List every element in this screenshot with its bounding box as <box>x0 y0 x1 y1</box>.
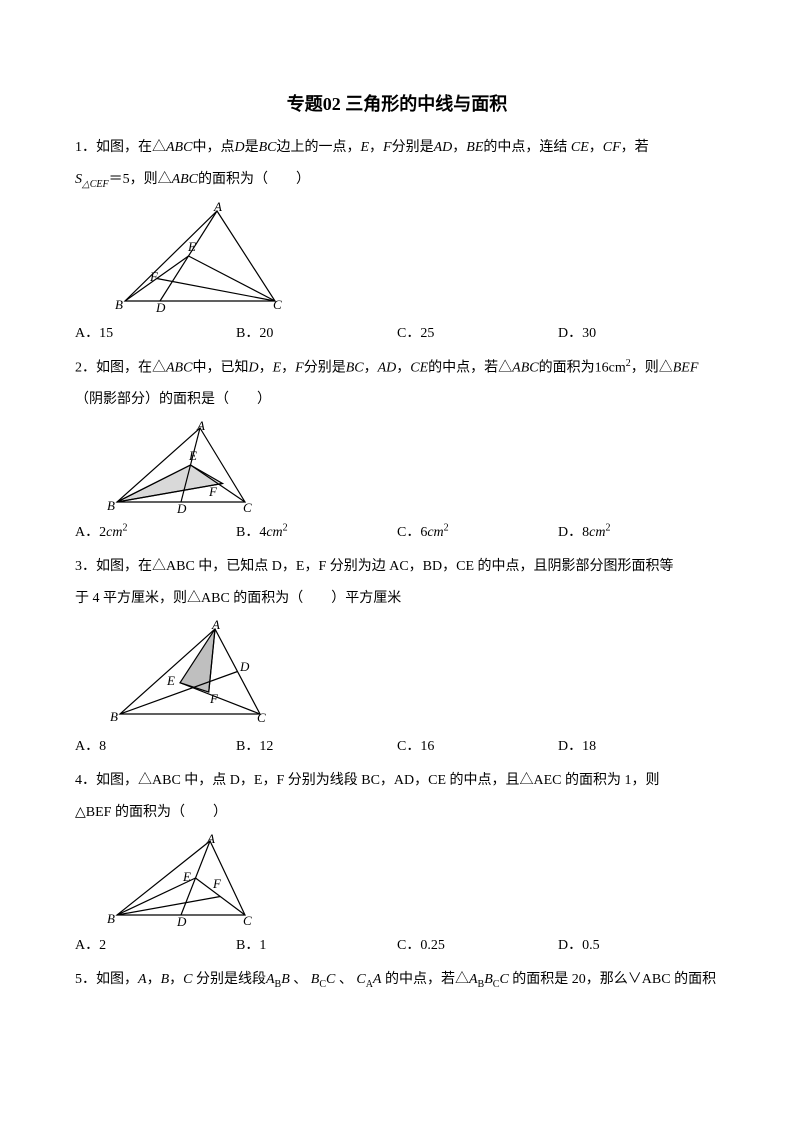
q5-text: 5．如图，A，B，C 分别是线段ABB 、 BCC 、 CAA 的中点，若△AB… <box>75 966 719 995</box>
q1-optC: C．25 <box>397 322 558 342</box>
q3-text2: 于 4 平方厘米，则△ABC 的面积为（ ）平方厘米 <box>75 585 719 613</box>
q4-figure: A B D C E F <box>105 833 719 928</box>
q2-optA: A．2cm2 <box>75 521 236 541</box>
q4-optB: B．1 <box>236 934 397 954</box>
svg-text:E: E <box>182 869 191 884</box>
svg-text:C: C <box>243 500 252 515</box>
svg-text:B: B <box>110 709 118 724</box>
q1-text: 1．如图，在△ABC中，点D是BC边上的一点，E，F分别是AD，BE的中点，连结… <box>75 134 719 162</box>
svg-text:A: A <box>213 201 222 214</box>
svg-text:D: D <box>176 501 187 515</box>
svg-text:D: D <box>176 914 187 928</box>
q2-text2: （阴影部分）的面积是（ ） <box>75 386 719 414</box>
q3-options: A．8 B．12 C．16 D．18 <box>75 735 719 755</box>
q4-options: A．2 B．1 C．0.25 D．0.5 <box>75 934 719 954</box>
svg-text:A: A <box>206 833 215 846</box>
q1-figure: A B D C E F <box>105 201 719 316</box>
svg-text:F: F <box>208 484 218 499</box>
svg-text:F: F <box>209 691 219 706</box>
q4-optA: A．2 <box>75 934 236 954</box>
q2-text: 2．如图，在△ABC中，已知D，E，F分别是BC，AD，CE的中点，若△ABC的… <box>75 354 719 383</box>
q1-options: A．15 B．20 C．25 D．30 <box>75 322 719 342</box>
q1-text2: S△CEF＝5，则△ABC的面积为（ ） <box>75 166 719 195</box>
q3-text: 3．如图，在△ABC 中，已知点 D，E，F 分别为边 AC，BD，CE 的中点… <box>75 553 719 581</box>
q2-optD: D．8cm2 <box>558 521 719 541</box>
q3-optC: C．16 <box>397 735 558 755</box>
svg-text:A: A <box>196 420 205 433</box>
svg-text:E: E <box>166 673 175 688</box>
svg-text:D: D <box>239 659 250 674</box>
q3-optA: A．8 <box>75 735 236 755</box>
q3-figure: A B C D E F <box>105 619 719 729</box>
svg-text:B: B <box>115 297 123 312</box>
svg-text:E: E <box>188 448 197 463</box>
q4-optC: C．0.25 <box>397 934 558 954</box>
svg-text:C: C <box>273 297 282 312</box>
q1-optA: A．15 <box>75 322 236 342</box>
svg-text:B: B <box>107 498 115 513</box>
svg-text:C: C <box>243 913 252 928</box>
q1-optD: D．30 <box>558 322 719 342</box>
svg-text:F: F <box>212 876 222 891</box>
q4-optD: D．0.5 <box>558 934 719 954</box>
svg-text:C: C <box>257 710 266 725</box>
svg-text:F: F <box>149 269 159 284</box>
q4-text: 4．如图，△ABC 中，点 D，E，F 分别为线段 BC，AD，CE 的中点，且… <box>75 767 719 795</box>
q2-optB: B．4cm2 <box>236 521 397 541</box>
page-title: 专题02 三角形的中线与面积 <box>75 90 719 116</box>
svg-text:D: D <box>155 300 166 315</box>
svg-text:E: E <box>187 239 196 254</box>
svg-text:A: A <box>211 619 220 632</box>
q2-figure: A B D C E F <box>105 420 719 515</box>
svg-text:B: B <box>107 911 115 926</box>
q1-optB: B．20 <box>236 322 397 342</box>
q3-optD: D．18 <box>558 735 719 755</box>
q2-optC: C．6cm2 <box>397 521 558 541</box>
q4-text2: △BEF 的面积为（ ） <box>75 799 719 827</box>
q2-options: A．2cm2 B．4cm2 C．6cm2 D．8cm2 <box>75 521 719 541</box>
q3-optB: B．12 <box>236 735 397 755</box>
